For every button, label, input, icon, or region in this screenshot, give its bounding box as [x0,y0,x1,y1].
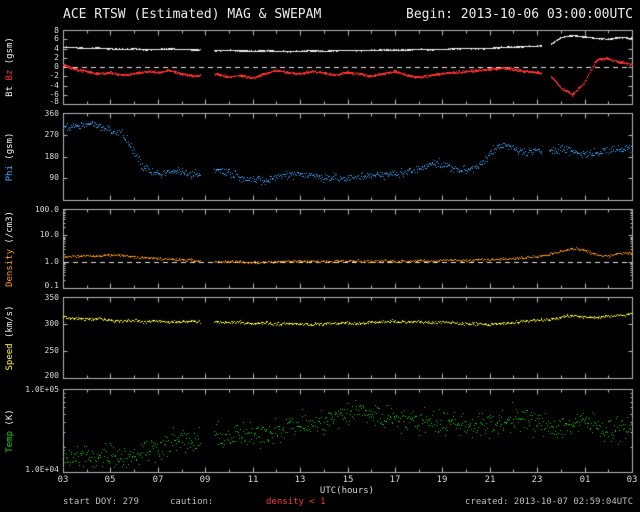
x-tick-label: 09 [199,475,211,485]
y-tick-label: -6 [49,90,59,99]
y-axis-title: Temp (K) [5,409,15,452]
x-tick-label: 23 [531,475,543,485]
caution-value: density < 1 [266,497,326,507]
x-tick-label: 13 [294,475,306,485]
x-tick-label: 11 [247,475,259,485]
y-tick-label: 350 [44,293,59,302]
y-tick-label: 100.0 [34,205,59,214]
y-tick-label: 1.0 [44,257,59,266]
caution-label: caution: [170,497,214,507]
y-tick-label: 0.1 [44,281,59,290]
begin-timestamp: Begin: 2013-10-06 03:00:00UTC [406,7,633,22]
y-tick-label: 1.0E+05 [25,385,59,394]
created-timestamp: created: 2013-10-07 02:59:04UTC [465,497,633,507]
y-tick-label: 0 [54,62,59,71]
start-doy-label: start DOY: 279 [63,497,139,507]
y-axis-title-part: (/cm3) [5,210,15,249]
y-tick-label: 250 [44,346,59,355]
y-tick-label: -8 [49,97,59,106]
page-title: ACE RTSW (Estimated) MAG & SWEPAM [63,7,322,22]
x-tick-label: 17 [389,475,401,485]
y-axis-title-part: Bz [5,69,15,86]
x-tick-label: 07 [152,475,164,485]
y-tick-label: 200 [44,371,59,380]
y-tick-label: 90 [49,173,59,182]
y-tick-label: 6 [54,34,59,43]
x-tick-label: 01 [579,475,591,485]
y-axis-title: Speed (km/s) [5,305,15,370]
y-tick-label: 270 [44,130,59,139]
y-tick-label: 4 [54,44,59,53]
y-axis-title: Phi (gsm) [5,132,15,181]
x-tick-label: 03 [57,475,69,485]
y-tick-label: 180 [44,152,59,161]
y-axis-title: Bt Bz (gsm) [5,37,15,97]
y-axis-title-part: Speed [5,342,15,371]
y-tick-label: 8 [54,26,59,35]
y-tick-label: -4 [49,81,59,90]
y-axis-title-part: (km/s) [5,304,15,343]
x-tick-label: 15 [342,475,354,485]
x-tick-label: 03 [626,475,638,485]
y-tick-label: -2 [49,71,59,80]
x-tick-label: 21 [484,475,496,485]
y-axis-title-part: (gsm) [5,37,15,70]
y-tick-label: 1.0E+04 [25,465,59,474]
y-axis-title-part: Temp [5,430,15,453]
y-axis-title-part: (K) [5,408,15,431]
y-axis-title: Density (/cm3) [5,211,15,287]
x-axis-title: UTC(hours) [319,486,375,496]
y-axis-title-part: Phi [5,164,15,181]
y-axis-title-part: Density [5,248,15,287]
y-axis-title-part: Bt [5,85,15,97]
x-tick-label: 05 [104,475,116,485]
y-tick-label: 10.0 [39,230,59,239]
y-tick-label: 300 [44,319,59,328]
y-tick-label: 2 [54,53,59,62]
y-tick-label: 360 [44,109,59,118]
x-tick-label: 19 [436,475,448,485]
y-axis-title-part: (gsm) [5,132,15,165]
